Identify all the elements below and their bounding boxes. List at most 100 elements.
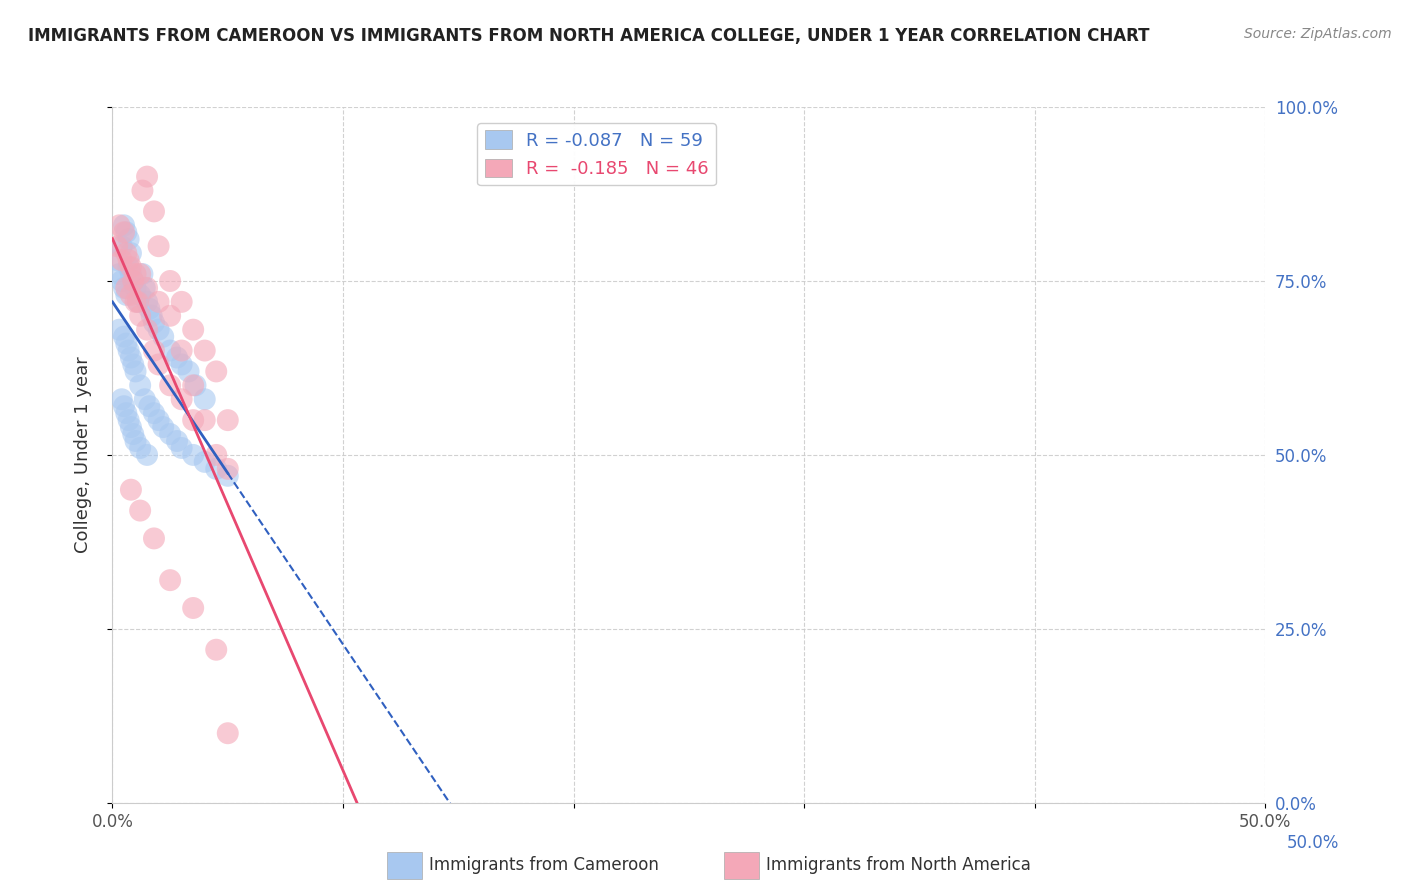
Point xyxy=(159,343,181,358)
Point xyxy=(129,288,152,302)
Point xyxy=(112,219,135,233)
Point xyxy=(124,294,146,309)
Point xyxy=(105,253,128,268)
Point xyxy=(108,219,131,233)
Point xyxy=(205,364,228,378)
Point xyxy=(184,378,207,392)
Point xyxy=(143,532,166,546)
Point xyxy=(120,351,142,365)
Point xyxy=(115,336,138,351)
Point xyxy=(194,392,217,407)
Point xyxy=(159,427,181,442)
Text: Immigrants from North America: Immigrants from North America xyxy=(766,856,1031,874)
Point xyxy=(194,343,217,358)
Point xyxy=(122,427,145,442)
Point xyxy=(136,323,159,337)
Legend: R = -0.087   N = 59, R =  -0.185   N = 46: R = -0.087 N = 59, R = -0.185 N = 46 xyxy=(478,123,716,186)
Point xyxy=(143,343,166,358)
Point xyxy=(117,343,139,358)
Point xyxy=(131,184,153,198)
Point xyxy=(112,329,135,343)
Point xyxy=(181,323,204,337)
Point xyxy=(136,448,159,462)
Point xyxy=(115,288,138,302)
Point xyxy=(124,434,146,448)
Point xyxy=(148,358,170,372)
Point xyxy=(124,267,146,281)
Point xyxy=(148,239,170,253)
Point xyxy=(170,358,193,372)
Point xyxy=(117,260,139,274)
Point xyxy=(141,309,163,323)
Point xyxy=(117,413,139,427)
Point xyxy=(205,448,228,462)
Point xyxy=(194,455,217,469)
Point xyxy=(129,267,152,281)
Point xyxy=(129,503,152,517)
Point xyxy=(112,399,135,413)
Point xyxy=(120,420,142,434)
Point xyxy=(181,601,204,615)
Point xyxy=(138,399,160,413)
Point xyxy=(129,441,152,455)
Point xyxy=(115,246,138,260)
Point xyxy=(120,483,142,497)
Point xyxy=(129,309,152,323)
Point xyxy=(115,281,138,295)
Point xyxy=(120,260,142,274)
Point xyxy=(205,642,228,657)
Point xyxy=(217,413,239,427)
Point xyxy=(170,392,193,407)
Point xyxy=(148,323,170,337)
Point xyxy=(136,294,159,309)
Point xyxy=(177,364,200,378)
Point xyxy=(152,329,174,343)
Point xyxy=(181,378,204,392)
Point xyxy=(217,462,239,476)
Point xyxy=(134,392,156,407)
Point xyxy=(152,420,174,434)
Point xyxy=(124,281,146,295)
Point xyxy=(127,294,149,309)
Point xyxy=(170,441,193,455)
Point xyxy=(120,288,142,302)
Point xyxy=(112,225,135,239)
Text: 50.0%: 50.0% xyxy=(1286,834,1339,852)
Text: IMMIGRANTS FROM CAMEROON VS IMMIGRANTS FROM NORTH AMERICA COLLEGE, UNDER 1 YEAR : IMMIGRANTS FROM CAMEROON VS IMMIGRANTS F… xyxy=(28,27,1150,45)
Point xyxy=(115,225,138,239)
Point xyxy=(143,316,166,330)
Point xyxy=(159,274,181,288)
Point xyxy=(115,406,138,420)
Point xyxy=(120,267,142,281)
Point xyxy=(111,392,134,407)
Point xyxy=(217,726,239,740)
Point xyxy=(117,232,139,246)
Point xyxy=(108,323,131,337)
Point xyxy=(159,309,181,323)
Point xyxy=(127,294,149,309)
Point xyxy=(124,364,146,378)
Point xyxy=(112,281,135,295)
Point xyxy=(181,448,204,462)
Point xyxy=(217,468,239,483)
Point xyxy=(136,169,159,184)
Point xyxy=(111,274,134,288)
Point xyxy=(136,281,159,295)
Point xyxy=(120,246,142,260)
Point xyxy=(111,253,134,268)
Point xyxy=(143,204,166,219)
Point xyxy=(159,573,181,587)
Point xyxy=(148,413,170,427)
Point xyxy=(105,239,128,253)
Point xyxy=(134,281,156,295)
Point xyxy=(117,253,139,268)
Point xyxy=(122,274,145,288)
Point xyxy=(143,406,166,420)
Text: Source: ZipAtlas.com: Source: ZipAtlas.com xyxy=(1244,27,1392,41)
Point xyxy=(170,343,193,358)
Point xyxy=(166,434,188,448)
Point xyxy=(122,358,145,372)
Point xyxy=(108,267,131,281)
Point xyxy=(111,239,134,253)
Point xyxy=(181,413,204,427)
